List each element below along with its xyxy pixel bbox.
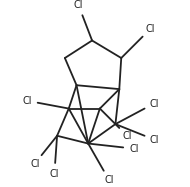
Text: Cl: Cl <box>150 135 159 145</box>
Text: Cl: Cl <box>145 24 155 34</box>
Text: Cl: Cl <box>122 131 132 141</box>
Text: Cl: Cl <box>50 169 59 179</box>
Text: Cl: Cl <box>104 175 114 185</box>
Text: Cl: Cl <box>22 96 32 106</box>
Text: Cl: Cl <box>74 0 83 10</box>
Text: Cl: Cl <box>30 159 40 168</box>
Text: Cl: Cl <box>149 99 159 108</box>
Text: Cl: Cl <box>129 144 139 154</box>
